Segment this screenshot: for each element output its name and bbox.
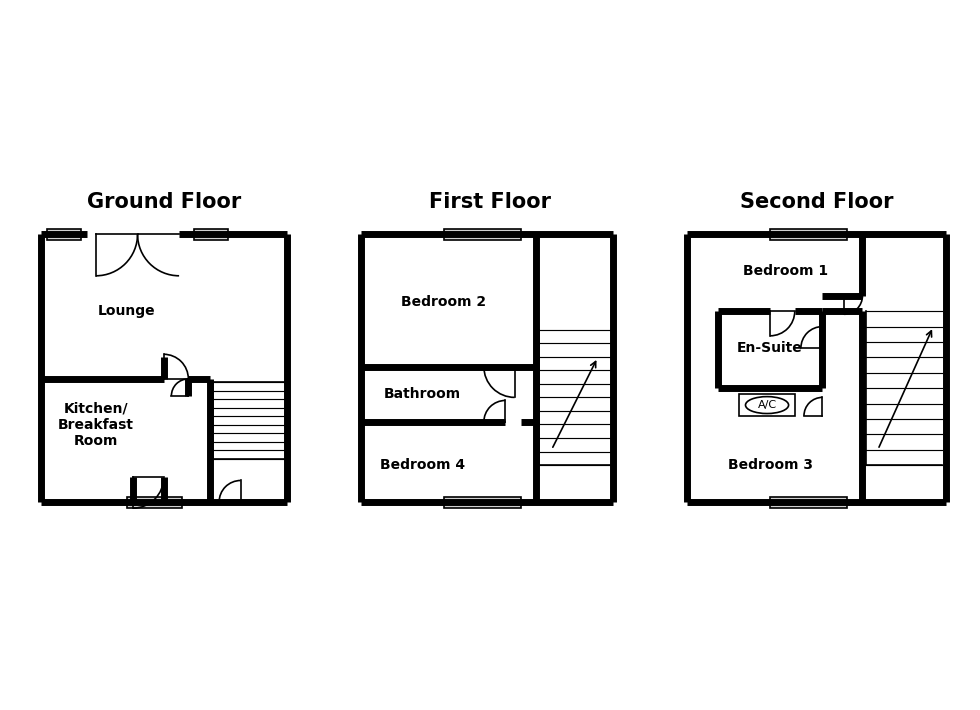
Text: Kitchen/
Breakfast
Room: Kitchen/ Breakfast Room <box>58 402 134 448</box>
Text: Bedroom 4: Bedroom 4 <box>379 458 465 472</box>
Text: Lounge: Lounge <box>98 304 156 318</box>
Title: Second Floor: Second Floor <box>740 192 893 212</box>
Text: A/C: A/C <box>758 400 776 410</box>
Bar <box>444 497 520 508</box>
Ellipse shape <box>746 397 789 413</box>
Bar <box>194 229 228 240</box>
Text: En-Suite: En-Suite <box>737 341 803 355</box>
Text: Bathroom: Bathroom <box>384 387 461 401</box>
Bar <box>770 229 847 240</box>
Text: Bedroom 3: Bedroom 3 <box>727 458 812 472</box>
Bar <box>126 497 182 508</box>
Text: Bedroom 1: Bedroom 1 <box>743 264 828 278</box>
Text: Bedroom 2: Bedroom 2 <box>401 295 486 309</box>
Title: Ground Floor: Ground Floor <box>86 192 241 212</box>
Bar <box>770 497 847 508</box>
Bar <box>47 229 80 240</box>
Bar <box>444 229 520 240</box>
Bar <box>739 394 795 416</box>
Title: First Floor: First Floor <box>429 192 551 212</box>
